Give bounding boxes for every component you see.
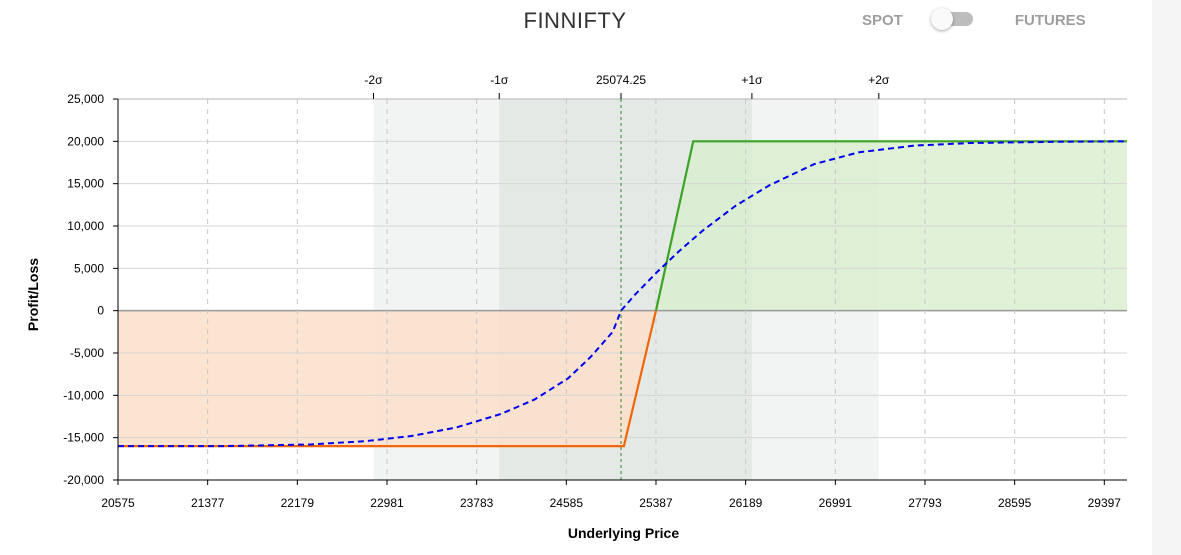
right-scroll-strip: [1152, 0, 1181, 555]
axis-labels: -20,000 -15,000 -10,000 -5,000 0 5,000 10,000 1…: [25, 73, 1121, 541]
sigma-label: +2σ: [868, 73, 890, 87]
x-tick-label: 28595: [998, 496, 1032, 510]
switch-thumb[interactable]: [930, 8, 953, 30]
sigma-label: -2σ: [364, 73, 383, 87]
x-tick-label: 29397: [1088, 496, 1122, 510]
x-tick-label: 26189: [729, 496, 763, 510]
x-tick-label: 23783: [460, 496, 494, 510]
y-tick-label: 20,000: [67, 134, 104, 148]
x-tick-label: 22981: [370, 496, 404, 510]
payoff-loss-line: [118, 310, 658, 448]
futures-label: FUTURES: [1014, 11, 1086, 29]
spot-futures-switch[interactable]: [930, 8, 975, 32]
x-tick-label: 27793: [908, 496, 942, 510]
chart-title: FINNIFTY: [523, 8, 627, 33]
payoff-profit-line: [654, 140, 1127, 311]
series-lines: [118, 140, 1128, 448]
x-tick-label: 22179: [281, 496, 315, 510]
x-tick-label: 20575: [101, 496, 135, 510]
x-tick-label: 26991: [819, 496, 853, 510]
spot-label: SPOT: [862, 11, 903, 29]
x-tick-label: 24585: [550, 496, 584, 510]
y-tick-label: 15,000: [67, 177, 104, 191]
y-axis-title: Profit/Loss: [25, 258, 41, 331]
today-payoff-line: [118, 140, 1128, 448]
axes: [113, 93, 1127, 485]
sigma-label: +1σ: [741, 73, 763, 87]
y-tick-label: 10,000: [67, 219, 104, 233]
y-tick-label: 25,000: [67, 92, 104, 106]
x-tick-label: 25387: [639, 496, 673, 510]
y-tick-label: -20,000: [63, 473, 104, 487]
y-tick-label: 0: [97, 304, 104, 318]
x-axis-title: Underlying Price: [568, 525, 679, 541]
y-tick-label: 5,000: [74, 261, 104, 275]
loss-area: [118, 310, 656, 447]
y-tick-label: -10,000: [63, 388, 104, 402]
sigma-label: -1σ: [490, 73, 509, 87]
y-tick-label: -15,000: [63, 431, 104, 445]
x-tick-label: 21377: [191, 496, 225, 510]
spot-label: 25074.25: [596, 73, 646, 87]
y-tick-label: -5,000: [70, 346, 104, 360]
spot-futures-toggle-group: SPOT FUTURES: [862, 8, 1086, 32]
payoff-chart: -20,000 -15,000 -10,000 -5,000 0 5,000 10,000 1…: [25, 73, 1128, 541]
